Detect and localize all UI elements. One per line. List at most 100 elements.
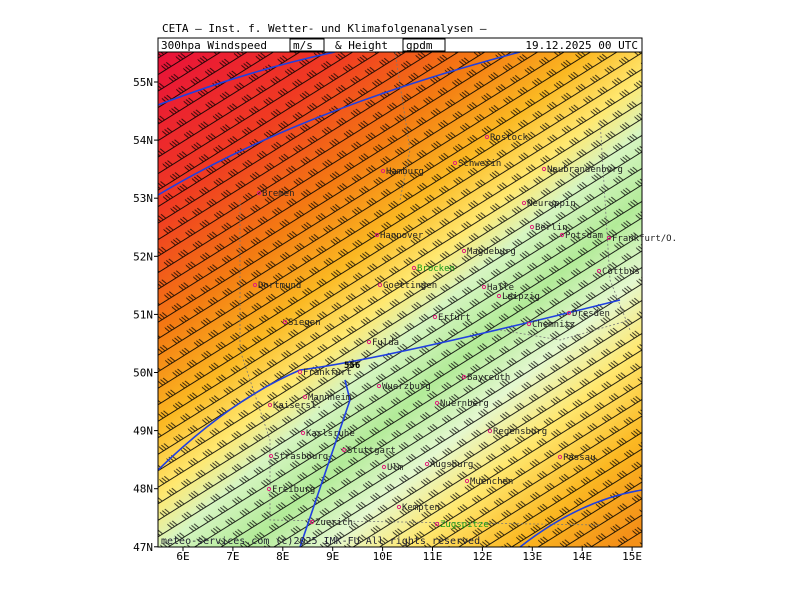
city-label: Strasbourg [274,452,328,462]
unit-label: gpdm [406,39,433,52]
city-dot [526,321,532,327]
city-label: Zuerich [315,518,353,528]
lon-label: 7E [226,550,239,563]
city-label: Dortmund [258,281,301,291]
city-label: Stuttgart [347,446,396,456]
city-dot [256,190,262,196]
city-label: Halle [487,283,514,293]
city-label: Neuruppin [527,199,576,209]
city-dot [557,454,563,460]
city-label: Schwerin [458,159,501,169]
city-label: Zugspitze [440,520,489,530]
city-label: Bayreuth [467,373,510,383]
city-label: Regensburg [493,427,547,437]
city-label: Cottbus [602,267,640,277]
city-dot [396,504,402,510]
city-dot [559,232,565,238]
title: CETA – Inst. f. Wetter- und Klimafolgena… [162,22,487,35]
city-label: Hannover [380,231,424,241]
city-label: Muenchen [470,477,513,487]
city-dot [461,374,467,380]
city-label: Mannheim [308,393,351,403]
city-label: Hamburg [386,167,424,177]
city-dot [252,282,258,288]
city-dot [297,369,303,375]
city-dot [434,400,440,406]
city-dot [521,200,527,206]
city-dot [424,461,430,467]
city-dot [461,248,467,254]
city-dot [309,519,315,525]
lat-label: 48N [133,483,153,496]
city-label: Goettingen [383,281,437,291]
lon-label: 10E [373,550,393,563]
city-label: Wuerzburg [382,382,431,392]
city-label: Potsdam [565,231,603,241]
lat-label: 49N [133,425,153,438]
city-dot [484,134,490,140]
lon-label: 12E [472,550,492,563]
city-dot [566,310,572,316]
lon-label: 8E [276,550,289,563]
lat-label: 47N [133,541,153,554]
lon-label: 15E [622,550,642,563]
lat-label: 52N [133,250,153,263]
city-dot [376,383,382,389]
city-label: Rostock [490,133,529,143]
lat-label: 50N [133,367,153,380]
city-dot [432,314,438,320]
city-label: Dresden [572,309,610,319]
city-dot [302,394,308,400]
map-area [158,52,642,547]
city-dot [411,265,417,271]
header-bar: 300hpa Windspeed m/s & Height gpdm 19.12… [157,37,643,53]
city-label: Bremen [262,189,295,199]
city-label: Kempten [402,503,440,513]
joiner-label: & Height [335,39,388,52]
city-label: Nuernberg [440,399,489,409]
city-dot [434,521,440,527]
lat-label: 54N [133,134,153,147]
city-dot [529,224,535,230]
city-label: Chemnitz [532,320,575,330]
city-label: Frankfurt/O. [612,234,677,244]
city-label: Freiburg [272,485,315,495]
city-label: Ulm [387,463,403,473]
city-dot [541,166,547,172]
lat-label: 55N [133,76,153,89]
lon-label: 11E [423,550,443,563]
lat-label: 51N [133,308,153,321]
city-dot [487,428,493,434]
city-dot [606,235,612,241]
city-label: Leipzig [502,292,540,302]
city-dot [374,232,380,238]
city-label: Berlin [535,223,568,233]
city-label: Erfurt [438,313,471,323]
city-dot [282,319,288,325]
lat-label: 53N [133,192,153,205]
lon-label: 9E [326,550,339,563]
city-dot [496,293,502,299]
city-dot [267,402,273,408]
city-dot [380,168,386,174]
city-label: Fulda [372,338,399,348]
city-label: Karlsruhe [306,429,355,439]
city-label: Neubrandenburg [547,165,623,175]
city-dot [266,486,272,492]
city-label: Augsburg [430,460,473,470]
footer: meteo-services.com (c)2025 IMK-FU All ri… [161,536,480,547]
lon-label: 14E [572,550,592,563]
city-label: Magdeburg [467,247,516,257]
city-label: Passau [563,453,596,463]
city-label: Brocken [417,264,455,274]
date-label: 19.12.2025 00 UTC [525,39,638,52]
city-dot [452,160,458,166]
city-dot [596,268,602,274]
city-dot [377,282,383,288]
city-label: Kaisersl. [273,401,322,411]
unit-label: m/s [293,39,313,52]
contour-label: 556 [344,361,360,371]
city-dot [481,284,487,290]
city-dot [381,464,387,470]
